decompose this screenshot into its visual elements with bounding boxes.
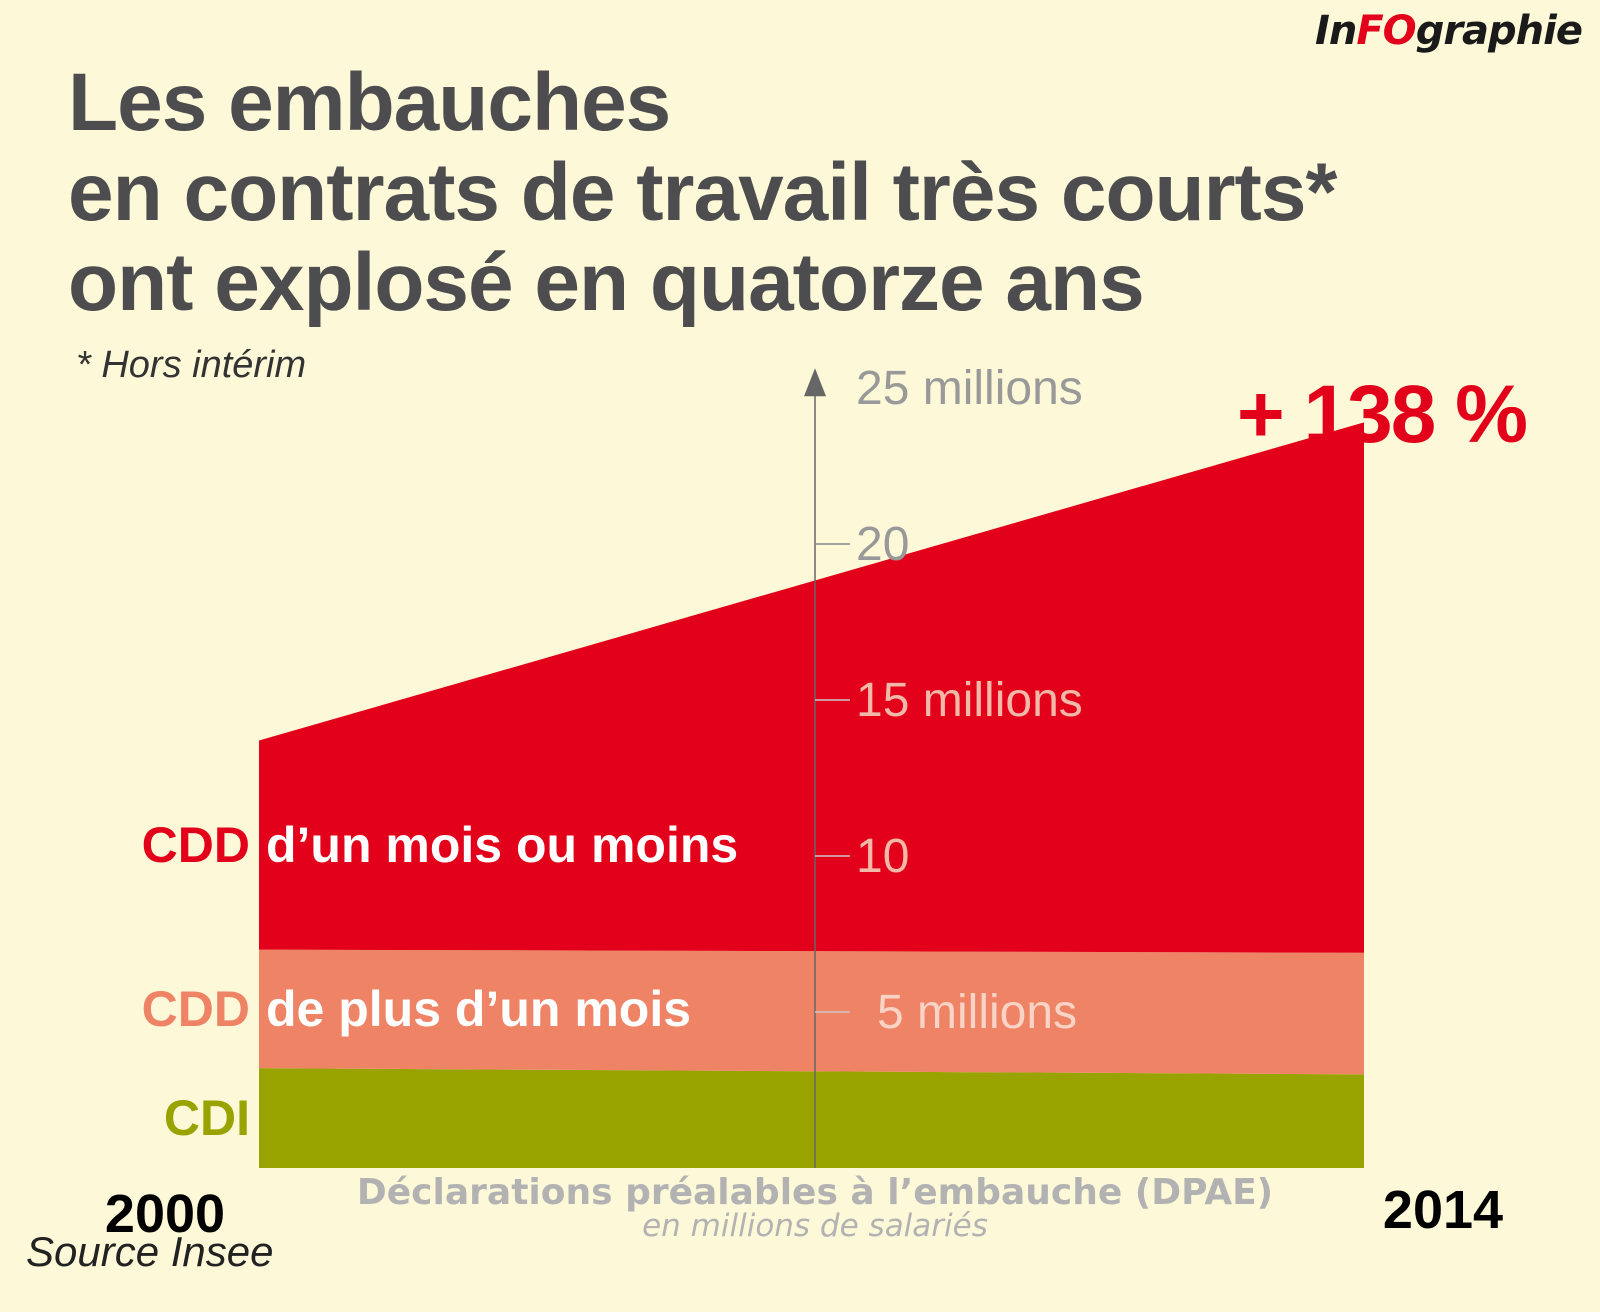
area-cdi [259, 1068, 1364, 1168]
x-axis-subtitle: en millions de salariés [642, 1208, 988, 1244]
y-tick-label-20: 20 [856, 518, 909, 571]
y-tick-label-15: 15 millions [856, 674, 1083, 727]
source-note: Source Insee [26, 1228, 274, 1275]
series-prefix-0: CDI [164, 1090, 250, 1146]
title-line-2: en contrats de travail très courts* [68, 147, 1337, 238]
series-label-2: d’un mois ou moins [266, 817, 738, 873]
series-label-1: de plus d’un mois [266, 981, 691, 1037]
series-prefix-2: CDD [142, 817, 250, 873]
growth-annotation: + 138 % [1236, 369, 1528, 460]
area-cdd-d-un-mois-ou-moins [259, 422, 1364, 953]
y-axis-arrow-icon [804, 368, 826, 397]
title-line-3: ont explosé en quatorze ans [68, 237, 1145, 328]
y-tick-label-10: 10 [856, 830, 909, 883]
x-label-2000: 2000 [105, 1184, 225, 1244]
chart-title: Les embauches en contrats de travail trè… [68, 58, 1518, 328]
footnote: * Hors intérim [76, 344, 307, 386]
series-prefix-1: CDD [142, 981, 250, 1037]
infographie-logo: InFOgraphie [1315, 8, 1583, 54]
y-tick-label-25: 25 millions [856, 362, 1083, 415]
title-line-1: Les embauches [68, 57, 671, 148]
y-tick-label-5: 5 millions [877, 986, 1077, 1039]
x-label-2014: 2014 [1383, 1180, 1503, 1240]
x-axis-title: Déclarations préalables à l’embauche (DP… [357, 1172, 1273, 1213]
area-cdd-de-plus-d-un-mois [259, 949, 1364, 1075]
